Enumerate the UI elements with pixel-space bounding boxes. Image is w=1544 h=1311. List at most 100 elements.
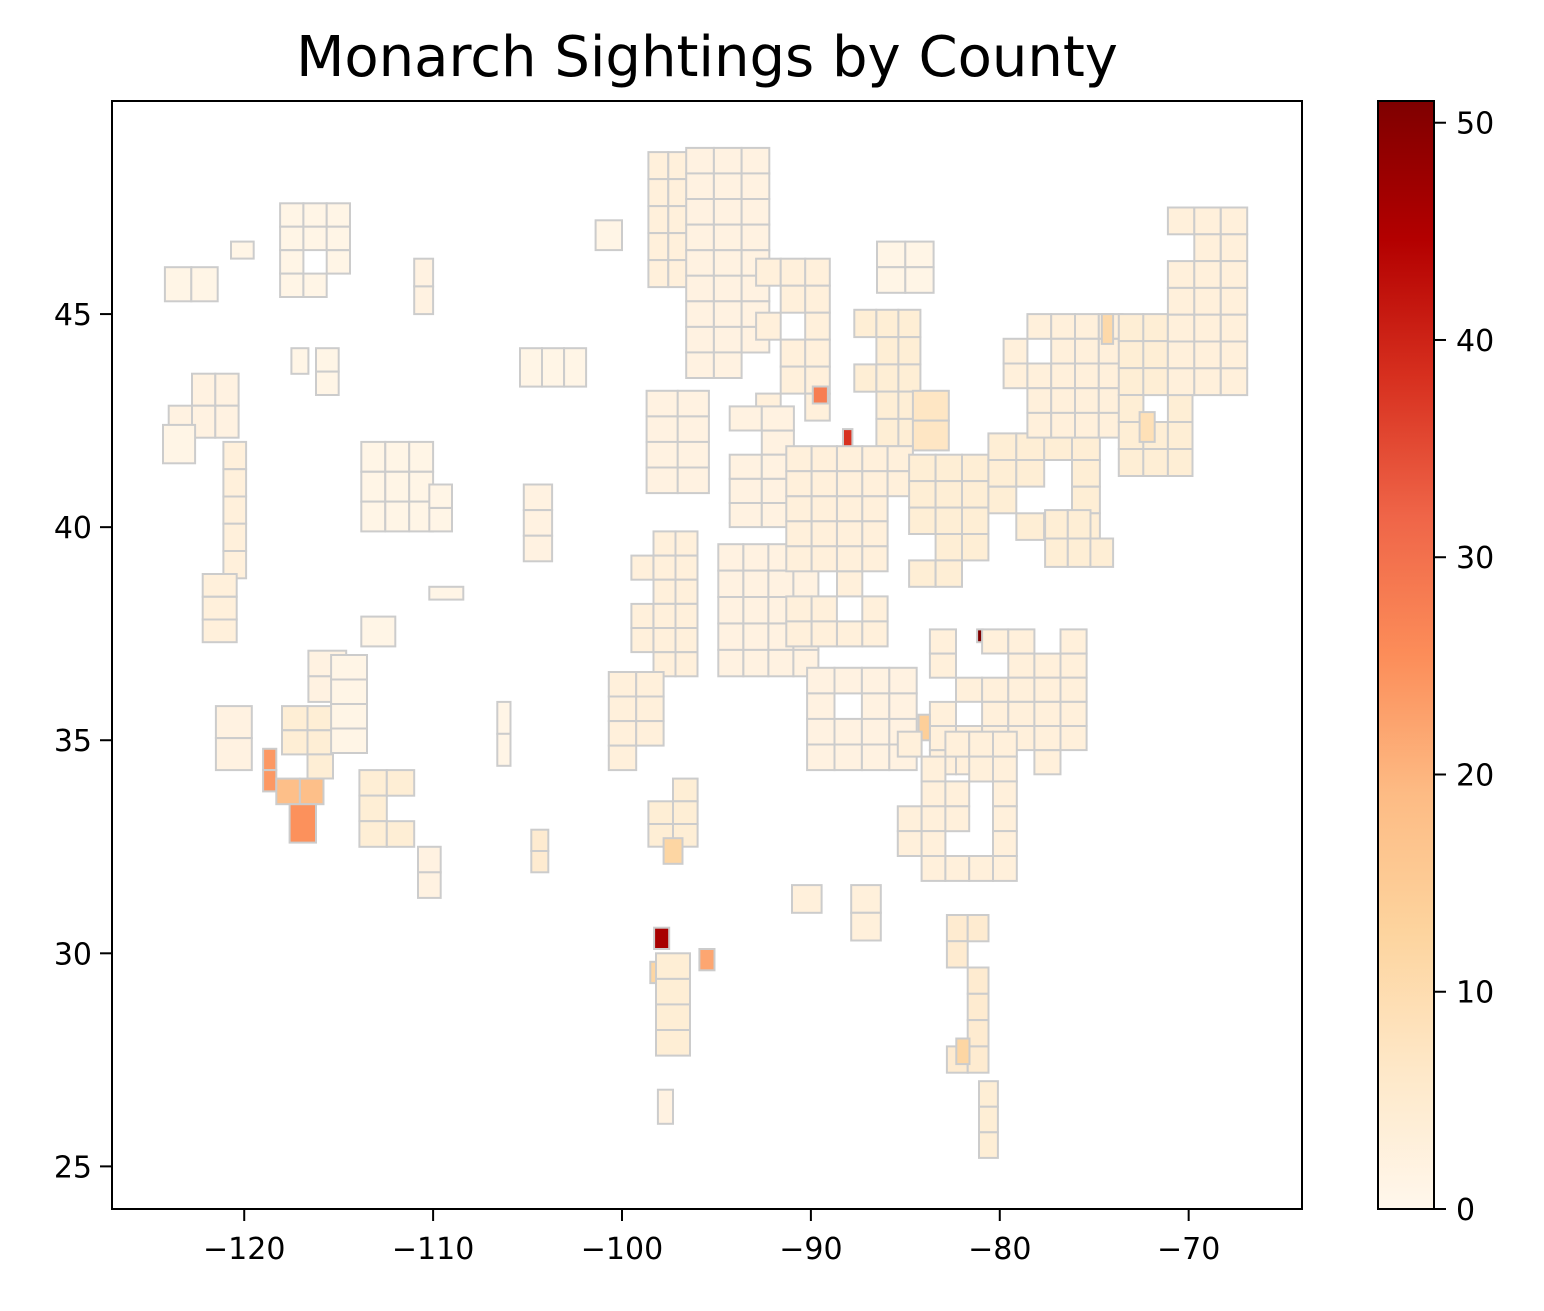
county-shape: [810, 620, 838, 648]
county-shape: [836, 495, 864, 523]
county-shape: [1219, 206, 1249, 236]
county-shape: [685, 274, 715, 303]
county-shape: [992, 855, 1018, 882]
county-region: [791, 884, 882, 942]
county-shape: [698, 948, 716, 972]
county-region: [360, 615, 397, 648]
county-shape: [1007, 628, 1036, 655]
county-shape: [934, 453, 963, 483]
county-shape: [791, 884, 823, 914]
county-shape: [279, 249, 305, 275]
county-shape: [1007, 700, 1036, 728]
county-region: [162, 423, 197, 465]
x-axis: −120 −110 −100 −90 −80 −70: [203, 1209, 1220, 1267]
county-shape: [522, 509, 554, 537]
county-region: [167, 372, 240, 439]
county-shape: [876, 240, 907, 269]
county-shape: [836, 545, 864, 573]
county-shape: [315, 370, 340, 397]
county-region: [279, 202, 352, 299]
county-shape: [1166, 421, 1194, 450]
county-shape: [652, 627, 677, 654]
county-shape: [955, 676, 984, 703]
county-shape: [1002, 362, 1029, 390]
county-shape: [717, 648, 745, 678]
county-shape: [861, 545, 889, 573]
county-shape: [645, 466, 679, 495]
county-shape: [712, 249, 743, 277]
county-shape: [647, 800, 675, 825]
county-shape: [1117, 448, 1145, 477]
county-shape: [861, 445, 889, 473]
county-shape: [201, 573, 238, 598]
county-shape: [1015, 512, 1046, 541]
county-shape: [674, 578, 699, 605]
county-shape: [767, 648, 795, 678]
county-shape: [530, 850, 550, 874]
county-shape: [1050, 337, 1076, 365]
county-shape: [163, 266, 193, 303]
county-shape: [519, 347, 543, 388]
county-region: [645, 389, 710, 495]
county-shape: [672, 800, 699, 825]
x-tick-label: −110: [392, 1232, 474, 1267]
x-tick-label: −100: [581, 1232, 663, 1267]
county-shape: [1059, 628, 1088, 655]
county-shape: [1074, 411, 1100, 439]
county-shape: [655, 977, 691, 1006]
county-shape: [968, 755, 995, 783]
county-region: [656, 1088, 675, 1125]
county-shape: [1193, 233, 1222, 263]
county-region: [275, 777, 325, 806]
county-region: [896, 730, 1018, 882]
county-shape: [992, 830, 1018, 857]
county-shape: [655, 1003, 691, 1032]
x-tick-label: −120: [203, 1232, 285, 1267]
county-shape: [806, 666, 836, 695]
county-shape: [1138, 411, 1156, 443]
county-shape: [876, 266, 907, 294]
county-shape: [330, 678, 369, 705]
county-shape: [417, 845, 442, 874]
county-shape: [281, 729, 309, 756]
county-shape: [1033, 652, 1062, 679]
county-shape: [306, 753, 334, 780]
county-shape: [1033, 749, 1062, 776]
county-shape: [961, 453, 990, 483]
county-shape: [861, 470, 889, 498]
county-shape: [712, 146, 743, 175]
county-shape: [1142, 313, 1169, 343]
county-shape: [928, 628, 958, 655]
county-shape: [541, 347, 565, 388]
county-shape: [712, 223, 743, 252]
county-shape: [860, 666, 891, 695]
county-shape: [728, 453, 763, 480]
county-region: [496, 700, 512, 767]
county-shape: [162, 423, 197, 465]
county-shape: [662, 837, 684, 865]
county-shape: [201, 618, 238, 644]
county-shape: [966, 992, 990, 1022]
county-shape: [214, 372, 240, 407]
county-shape: [360, 500, 387, 533]
county-region: [360, 440, 435, 533]
county-shape: [655, 1029, 691, 1057]
county-shape: [836, 445, 864, 473]
county-shape: [928, 700, 958, 728]
county-shape: [785, 495, 813, 523]
county-shape: [836, 520, 864, 548]
county-region: [647, 777, 699, 848]
county-shape: [810, 445, 838, 473]
county-shape: [908, 453, 937, 483]
county-shape: [785, 595, 813, 623]
colorbar-tick-label: 40: [1456, 324, 1494, 359]
x-tick-label: −90: [779, 1232, 842, 1267]
county-shape: [836, 470, 864, 498]
county-shape: [674, 627, 699, 654]
county-shape: [647, 205, 670, 235]
county-shape: [740, 198, 771, 226]
county-shape: [978, 1131, 999, 1159]
county-shape: [804, 338, 831, 368]
county-shape: [981, 700, 1010, 728]
